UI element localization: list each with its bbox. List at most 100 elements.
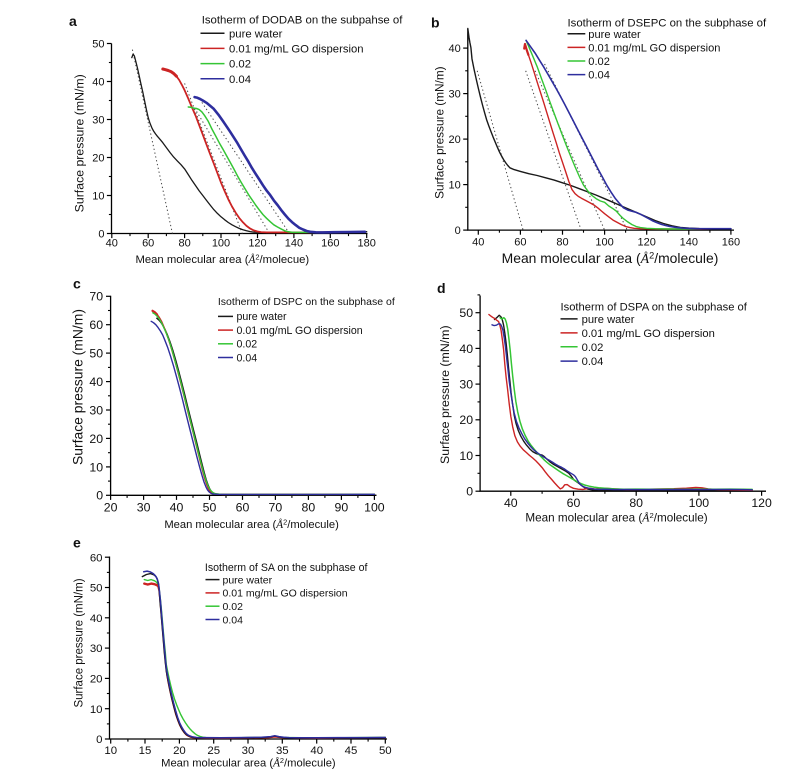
svg-text:0.04: 0.04 [229,74,251,86]
svg-text:30: 30 [137,501,151,515]
svg-text:0: 0 [96,489,103,503]
svg-text:0: 0 [466,485,473,499]
svg-text:60: 60 [567,496,581,510]
svg-text:0.01 mg/mL GO dispersion: 0.01 mg/mL GO dispersion [223,588,348,600]
svg-text:10: 10 [90,704,103,716]
svg-text:20: 20 [459,413,473,427]
svg-text:30: 30 [92,115,104,127]
svg-text:pure water: pure water [237,311,288,323]
svg-text:pure water: pure water [582,314,635,326]
svg-text:0: 0 [98,229,104,241]
svg-text:20: 20 [449,134,461,146]
svg-text:120: 120 [751,496,772,510]
svg-text:30: 30 [242,745,255,757]
svg-text:Mean molecular area (Å2/molecu: Mean molecular area (Å2/molecule) [161,756,336,770]
svg-text:60: 60 [89,318,103,332]
svg-text:Isotherm of DODAB on the subpa: Isotherm of DODAB on the subpahse of [202,15,404,27]
svg-text:50: 50 [92,39,104,51]
svg-text:Isotherm of DSPA on the subpha: Isotherm of DSPA on the subphase of [561,302,748,314]
svg-text:50: 50 [90,583,103,595]
svg-text:60: 60 [90,552,103,564]
svg-text:50: 50 [459,306,473,320]
svg-text:90: 90 [335,501,349,515]
svg-text:180: 180 [358,237,376,249]
svg-text:140: 140 [680,237,698,249]
svg-text:0.02: 0.02 [237,339,258,351]
svg-text:50: 50 [379,745,392,757]
svg-text:30: 30 [459,378,473,392]
svg-text:30: 30 [89,403,103,417]
svg-text:40: 40 [92,77,104,89]
svg-text:20: 20 [104,501,118,515]
svg-text:Isotherm of SA on the subphase: Isotherm of SA on the subphase of [205,562,368,574]
svg-text:60: 60 [514,237,526,249]
svg-text:140: 140 [285,237,303,249]
svg-text:Mean molecular area (Å2/molecu: Mean molecular area (Å2/molecule) [525,511,707,525]
svg-text:Mean molecular area (Å2/molecu: Mean molecular area (Å2/molecule) [164,517,339,531]
svg-text:0.01 mg/mL GO dispersion: 0.01 mg/mL GO dispersion [229,44,364,56]
svg-text:Surface pressure (mN/m): Surface pressure (mN/m) [70,309,86,465]
svg-text:Surface pressure (mN/m): Surface pressure (mN/m) [73,74,87,212]
svg-text:60: 60 [142,237,154,249]
svg-text:80: 80 [302,501,316,515]
svg-text:70: 70 [89,290,103,304]
svg-text:20: 20 [90,674,103,686]
svg-text:Mean molecular area (Å2/molecu: Mean molecular area (Å2/molecue) [135,252,309,266]
svg-text:0.02: 0.02 [582,342,604,354]
svg-text:0.04: 0.04 [223,614,244,626]
svg-text:25: 25 [207,745,220,757]
svg-text:0.02: 0.02 [229,59,251,71]
svg-text:pure water: pure water [223,574,273,586]
svg-text:0.02: 0.02 [223,601,244,613]
svg-text:Surface pressure (mN/m): Surface pressure (mN/m) [74,578,86,707]
svg-text:10: 10 [459,449,473,463]
svg-text:100: 100 [212,237,230,249]
svg-text:15: 15 [139,745,152,757]
svg-text:0: 0 [96,734,102,746]
svg-text:10: 10 [92,191,104,203]
svg-text:0.04: 0.04 [582,356,604,368]
svg-text:60: 60 [236,501,250,515]
svg-text:40: 40 [504,496,518,510]
svg-text:20: 20 [89,432,103,446]
svg-text:40: 40 [106,237,118,249]
svg-text:0.01 mg/mL GO dispersion: 0.01 mg/mL GO dispersion [588,42,720,54]
svg-text:120: 120 [638,237,656,249]
svg-text:c: c [73,276,81,292]
svg-text:0.02: 0.02 [588,56,610,68]
svg-text:80: 80 [556,237,568,249]
svg-text:80: 80 [178,237,190,249]
svg-text:20: 20 [92,153,104,165]
svg-text:10: 10 [449,180,461,192]
svg-text:pure water: pure water [588,29,641,41]
svg-text:120: 120 [248,237,266,249]
svg-text:100: 100 [595,237,613,249]
svg-text:70: 70 [269,501,283,515]
svg-text:40: 40 [90,613,103,625]
svg-text:40: 40 [449,43,461,55]
svg-text:40: 40 [310,745,323,757]
svg-text:d: d [437,280,446,296]
svg-text:20: 20 [173,745,186,757]
svg-text:10: 10 [89,460,103,474]
svg-text:0.04: 0.04 [237,352,258,364]
svg-text:40: 40 [170,501,184,515]
svg-text:a: a [69,13,77,29]
svg-text:0: 0 [455,225,461,237]
svg-text:35: 35 [276,745,289,757]
svg-text:Mean molecular area (Å2/molecu: Mean molecular area (Å2/molecule) [502,250,719,267]
svg-text:Isotherm of DSEPC on the subph: Isotherm of DSEPC on the subphase of [568,18,767,30]
svg-text:50: 50 [203,501,217,515]
svg-text:40: 40 [89,375,103,389]
svg-text:Surface pressure (mN/m): Surface pressure (mN/m) [433,66,447,198]
svg-text:40: 40 [472,237,484,249]
svg-text:80: 80 [629,496,643,510]
svg-text:0.01 mg/mL GO dispersion: 0.01 mg/mL GO dispersion [237,325,363,337]
svg-text:Surface pressure (mN/m): Surface pressure (mN/m) [438,325,452,464]
svg-text:100: 100 [364,501,385,515]
svg-text:0.01 mg/mL GO dispersion: 0.01 mg/mL GO dispersion [582,328,715,340]
svg-text:160: 160 [722,237,740,249]
svg-text:e: e [73,535,81,551]
svg-text:50: 50 [89,347,103,361]
svg-text:30: 30 [90,643,103,655]
